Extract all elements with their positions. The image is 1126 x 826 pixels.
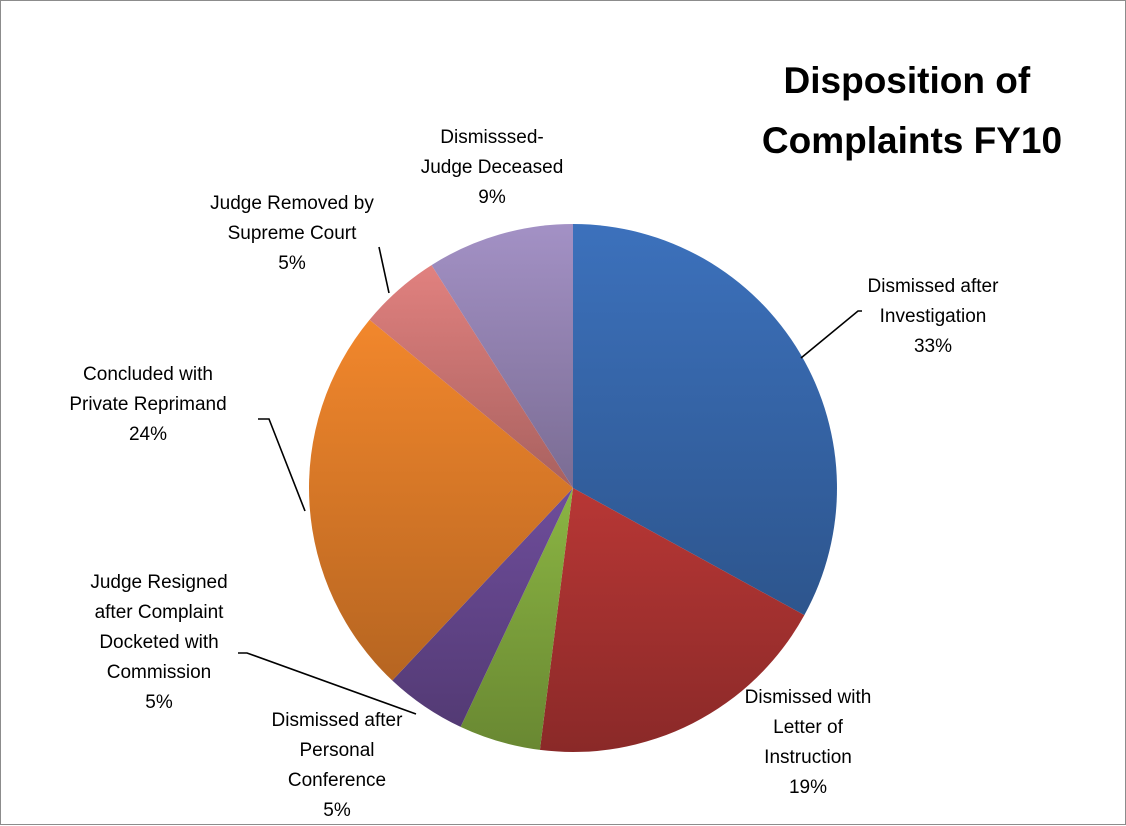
leader-line-6 bbox=[378, 246, 390, 294]
chart-title: Disposition of Complaints FY10 bbox=[762, 60, 1062, 161]
slice-label-line: Instruction bbox=[764, 747, 852, 768]
pie-slice-6 bbox=[369, 265, 573, 488]
slice-percent-1: 33% bbox=[914, 336, 952, 357]
slice-labels: Dismissed after Investigation 33%Dismissed… bbox=[69, 127, 999, 821]
slice-percent-6: 5% bbox=[278, 253, 306, 274]
slice-label-line: Conference bbox=[288, 770, 386, 791]
pie-slice-7 bbox=[431, 224, 573, 488]
pie-slice-1 bbox=[573, 224, 837, 616]
pie-slice-3 bbox=[460, 488, 573, 750]
chart-title-line-2: Complaints FY10 bbox=[762, 120, 1062, 161]
slice-label-3: Dismissed after Personal Conference 5% bbox=[272, 710, 404, 821]
chart-title-line-1: Disposition of bbox=[784, 60, 1031, 101]
slice-label-1: Dismissed after Investigation 33% bbox=[868, 276, 1000, 357]
slice-label-line: Dismissed after bbox=[272, 710, 404, 731]
slice-label-line: Personal bbox=[300, 740, 375, 761]
slice-label-line: Investigation bbox=[880, 306, 987, 327]
slice-percent-7: 9% bbox=[478, 187, 506, 208]
slice-label-line: Letter of bbox=[773, 717, 843, 738]
leader-line-1 bbox=[800, 310, 862, 359]
slice-label-line: Judge Removed by bbox=[210, 193, 374, 214]
slice-label-line: Commission bbox=[107, 662, 212, 683]
slice-percent-3: 5% bbox=[323, 800, 351, 821]
slice-label-line: after Complaint bbox=[95, 602, 225, 623]
slice-label-line: Judge Resigned bbox=[90, 572, 227, 593]
slice-label-6: Judge Removed by Supreme Court 5% bbox=[210, 193, 374, 274]
leader-lines bbox=[238, 246, 862, 715]
slice-label-line: Judge Deceased bbox=[421, 157, 564, 178]
leader-line-4 bbox=[238, 652, 417, 715]
slice-label-5: Concluded with Private Reprimand 24% bbox=[69, 364, 226, 445]
slice-label-line: Private Reprimand bbox=[69, 394, 226, 415]
slice-label-line: Dismissed with bbox=[745, 687, 872, 708]
slice-label-7: Dismisssed- Judge Deceased 9% bbox=[421, 127, 564, 208]
slice-label-line: Dismisssed- bbox=[440, 127, 543, 148]
slice-label-line: Dismissed after bbox=[868, 276, 1000, 297]
slice-label-line: Supreme Court bbox=[228, 223, 358, 244]
slice-percent-4: 5% bbox=[145, 692, 173, 713]
leader-line-5 bbox=[258, 418, 306, 512]
slice-percent-2: 19% bbox=[789, 777, 827, 798]
pie-slice-4 bbox=[392, 488, 573, 727]
pie-slice-5 bbox=[308, 319, 573, 681]
slice-label-4: Judge Resigned after Complaint Docketed wi… bbox=[90, 572, 227, 713]
slice-percent-5: 24% bbox=[129, 424, 167, 445]
slice-label-line: Concluded with bbox=[83, 364, 213, 385]
slice-label-line: Docketed with bbox=[99, 632, 218, 653]
slice-label-2: Dismissed with Letter of Instruction 19% bbox=[745, 687, 872, 798]
pie-slice-2 bbox=[539, 488, 805, 753]
slices-layer bbox=[308, 224, 837, 753]
